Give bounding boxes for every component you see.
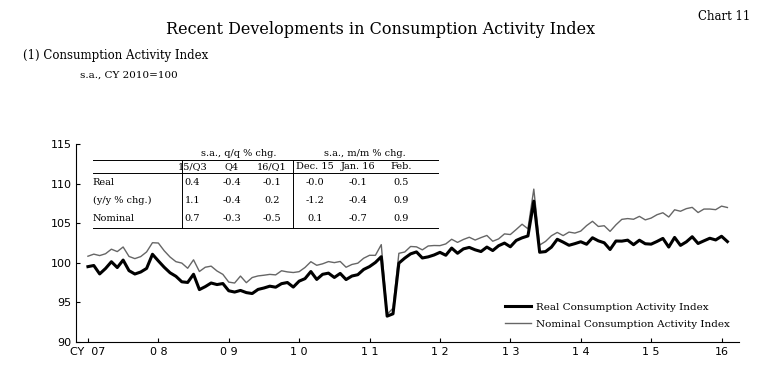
Text: 15/Q3: 15/Q3 xyxy=(178,162,207,171)
Text: Recent Developments in Consumption Activity Index: Recent Developments in Consumption Activ… xyxy=(166,21,596,38)
Text: 0.4: 0.4 xyxy=(184,178,200,187)
Text: 0.1: 0.1 xyxy=(307,214,322,223)
Text: s.a., m/m % chg.: s.a., m/m % chg. xyxy=(324,149,405,158)
Text: 16/Q1: 16/Q1 xyxy=(257,162,287,171)
Text: s.a., CY 2010=100: s.a., CY 2010=100 xyxy=(80,70,178,79)
Text: 1.1: 1.1 xyxy=(184,196,200,205)
Text: Nominal: Nominal xyxy=(93,214,135,223)
Text: -0.5: -0.5 xyxy=(262,214,281,223)
Text: -0.1: -0.1 xyxy=(348,178,367,187)
Text: Q4: Q4 xyxy=(225,162,239,171)
Text: -0.4: -0.4 xyxy=(223,196,242,205)
Text: 0.9: 0.9 xyxy=(393,196,408,205)
Text: -0.4: -0.4 xyxy=(223,178,242,187)
Text: s.a., q/q % chg.: s.a., q/q % chg. xyxy=(201,149,277,158)
Text: 0.5: 0.5 xyxy=(393,178,408,187)
Text: Chart 11: Chart 11 xyxy=(698,10,751,22)
Text: -0.1: -0.1 xyxy=(262,178,281,187)
Text: -0.3: -0.3 xyxy=(223,214,242,223)
Text: 0.9: 0.9 xyxy=(393,214,408,223)
Text: -0.7: -0.7 xyxy=(348,214,367,223)
Text: -1.2: -1.2 xyxy=(306,196,325,205)
Legend: Real Consumption Activity Index, Nominal Consumption Activity Index: Real Consumption Activity Index, Nominal… xyxy=(501,298,734,333)
Text: 0.2: 0.2 xyxy=(264,196,280,205)
Text: Jan. 16: Jan. 16 xyxy=(341,162,375,171)
Text: Dec. 15: Dec. 15 xyxy=(296,162,334,171)
Text: Feb.: Feb. xyxy=(390,162,411,171)
Text: 0.7: 0.7 xyxy=(184,214,200,223)
Text: (y/y % chg.): (y/y % chg.) xyxy=(93,196,152,205)
Text: -0.4: -0.4 xyxy=(348,196,367,205)
Text: -0.0: -0.0 xyxy=(306,178,324,187)
Text: (1) Consumption Activity Index: (1) Consumption Activity Index xyxy=(23,49,208,62)
Text: Real: Real xyxy=(93,178,115,187)
